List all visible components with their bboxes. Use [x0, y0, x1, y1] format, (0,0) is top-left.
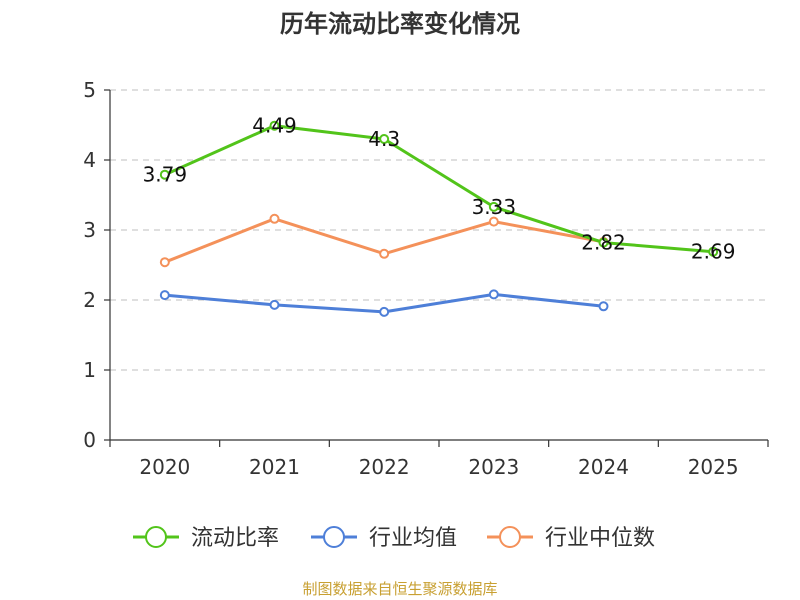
legend[interactable]: 流动比率 行业均值 行业中位数 [133, 526, 655, 551]
data-point [159, 169, 170, 180]
data-label: 4.49 [252, 114, 297, 138]
source-note: 制图数据来自恒生聚源数据库 [302, 580, 498, 598]
y-tick-label: 4 [83, 148, 96, 172]
data-point [488, 201, 499, 212]
data-point [269, 213, 280, 224]
x-tick-label: 2020 [139, 455, 190, 479]
data-point [269, 299, 280, 310]
data-point [379, 134, 390, 144]
legend-swatch-marker [499, 526, 521, 548]
legend-swatch-marker [323, 526, 345, 548]
y-tick-label: 0 [83, 428, 96, 452]
data-point [598, 301, 609, 312]
grid-lines [110, 89, 768, 371]
legend-label: 行业中位数 [545, 526, 655, 551]
axes: 0 1 2 3 4 5 2020 2021 2022 2023 2024 2025 [83, 78, 769, 479]
x-tick-label: 2025 [688, 455, 739, 479]
data-label: 3.79 [143, 163, 188, 187]
legend-item-行业均值[interactable]: 行业均值 [311, 526, 457, 551]
data-point [269, 120, 280, 131]
x-tick-label: 2021 [249, 455, 300, 479]
legend-item-流动比率[interactable]: 流动比率 [133, 526, 279, 551]
legend-label: 流动比率 [191, 526, 279, 551]
x-tick-label: 2023 [468, 455, 519, 479]
data-label: 2.69 [691, 240, 736, 264]
legend-label: 行业均值 [369, 526, 457, 551]
data-point [159, 290, 170, 301]
data-point [598, 237, 609, 248]
data-point [488, 289, 499, 300]
series-lines [159, 120, 719, 317]
data-label: 3.33 [472, 195, 517, 219]
chart-title: 历年流动比率变化情况 [280, 10, 520, 38]
x-tick-label: 2024 [578, 455, 629, 479]
legend-item-行业中位数[interactable]: 行业中位数 [487, 526, 655, 551]
data-point [379, 248, 390, 259]
y-tick-label: 3 [83, 218, 96, 242]
data-point [488, 216, 499, 227]
legend-swatch-marker [145, 526, 167, 548]
series-line-流动比率 [164, 124, 714, 254]
data-point [708, 246, 719, 257]
data-labels: 3.79 4.49 4.3 3.33 2.82 2.69 [143, 114, 736, 264]
data-label: 2.82 [581, 231, 626, 255]
y-tick-label: 5 [83, 78, 96, 102]
y-tick-label: 2 [83, 288, 96, 312]
data-label: 4.3 [368, 127, 400, 151]
data-point [159, 257, 170, 268]
y-tick-label: 1 [83, 358, 96, 382]
data-point [379, 306, 390, 317]
x-tick-label: 2022 [359, 455, 410, 479]
